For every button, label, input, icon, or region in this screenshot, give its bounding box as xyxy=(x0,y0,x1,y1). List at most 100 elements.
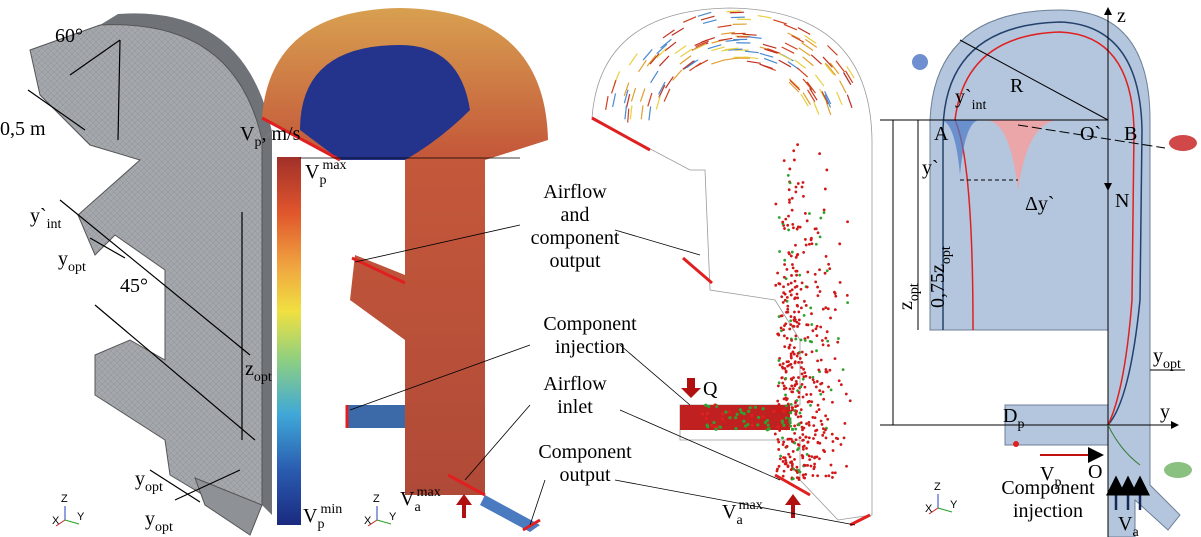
particle xyxy=(824,272,827,275)
particle xyxy=(825,436,828,439)
particle xyxy=(789,411,792,414)
particle xyxy=(787,229,790,232)
particle xyxy=(805,375,808,378)
particle xyxy=(803,445,806,448)
particle xyxy=(816,286,819,289)
vector xyxy=(718,25,732,27)
particle xyxy=(840,383,843,386)
particle xyxy=(811,242,814,245)
particle xyxy=(706,423,709,426)
particle xyxy=(823,211,826,214)
particle xyxy=(798,444,801,447)
particle xyxy=(790,468,793,471)
label-prefix: 0,75 xyxy=(927,273,949,308)
particle xyxy=(789,461,792,464)
particle xyxy=(719,426,722,429)
particle xyxy=(791,428,794,431)
particle xyxy=(831,433,834,436)
label-suffix: , m/s xyxy=(261,123,300,145)
label-line: output xyxy=(559,464,611,486)
vector xyxy=(675,46,686,54)
particle xyxy=(796,466,799,469)
particle xyxy=(823,450,826,453)
particle xyxy=(830,388,833,391)
particle xyxy=(784,393,787,396)
particle xyxy=(816,455,819,458)
particle xyxy=(815,385,818,388)
particle xyxy=(704,404,707,407)
particle xyxy=(810,465,813,468)
particle xyxy=(793,425,796,428)
particle xyxy=(824,414,827,417)
label-sub: p xyxy=(1017,417,1024,432)
particle xyxy=(749,406,752,409)
particle xyxy=(791,209,794,212)
axis-label: X xyxy=(925,503,933,515)
vector xyxy=(630,105,632,119)
particle xyxy=(827,385,830,388)
label: yopt xyxy=(135,468,163,495)
particle xyxy=(807,323,810,326)
particle xyxy=(802,251,805,254)
label-sub: a xyxy=(1132,525,1139,537)
particle xyxy=(825,475,828,478)
particle xyxy=(791,197,794,200)
particle xyxy=(794,270,797,273)
particle xyxy=(796,297,799,300)
particle xyxy=(735,413,738,416)
particle xyxy=(793,432,796,435)
particle xyxy=(783,345,786,348)
particle xyxy=(776,470,779,473)
vector xyxy=(641,105,643,119)
particle xyxy=(834,357,837,360)
vector xyxy=(763,44,776,48)
particle xyxy=(783,259,786,262)
vector xyxy=(698,12,711,16)
vector xyxy=(663,30,674,38)
particle xyxy=(778,381,781,384)
particle xyxy=(778,429,781,432)
label: Airflowinlet xyxy=(543,373,607,418)
particle xyxy=(810,312,813,315)
vector xyxy=(647,55,656,66)
label-base: V xyxy=(240,123,255,145)
particle xyxy=(828,369,831,372)
particle xyxy=(791,406,794,409)
label-sub: p xyxy=(319,173,326,188)
particle xyxy=(792,325,795,328)
particle xyxy=(797,361,800,364)
particle xyxy=(808,400,811,403)
particle xyxy=(783,263,786,266)
vector xyxy=(760,64,773,68)
particle xyxy=(836,341,839,344)
vector xyxy=(779,60,791,67)
label-base: z xyxy=(895,301,917,310)
particle xyxy=(817,441,820,444)
particle xyxy=(803,476,806,479)
particle xyxy=(801,372,804,375)
particle xyxy=(783,470,786,473)
particle xyxy=(807,336,810,339)
particle xyxy=(728,410,731,413)
particle xyxy=(786,311,789,314)
particle xyxy=(795,380,798,383)
particle xyxy=(792,450,795,453)
label: y xyxy=(1160,401,1170,423)
vector xyxy=(664,89,670,102)
particle xyxy=(777,282,780,285)
particle xyxy=(796,399,799,402)
particle xyxy=(798,319,801,322)
label-line: output xyxy=(549,250,601,272)
vector xyxy=(628,109,629,123)
particle xyxy=(803,314,806,317)
particle xyxy=(781,436,784,439)
particle xyxy=(776,410,779,413)
particle xyxy=(815,410,818,413)
particle xyxy=(786,268,789,271)
label-base: y xyxy=(135,468,145,490)
particle xyxy=(705,417,708,420)
leader xyxy=(615,230,700,255)
particle xyxy=(803,371,806,374)
particle xyxy=(819,217,822,220)
particle xyxy=(789,319,792,322)
